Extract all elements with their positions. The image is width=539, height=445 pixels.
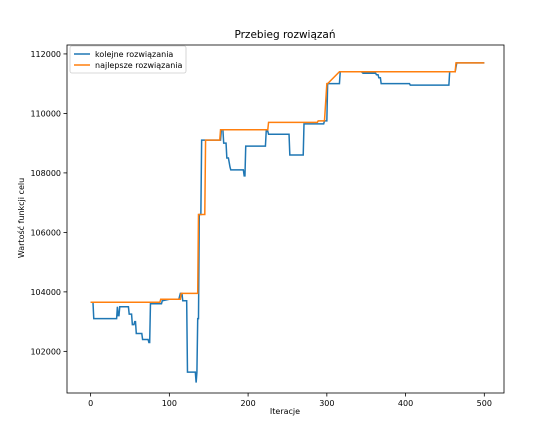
- legend: kolejne rozwiązania najlepsze rozwiązani…: [69, 45, 187, 74]
- y-tick-label: 106000: [30, 228, 61, 237]
- chart-title: Przebieg rozwiązań: [234, 29, 335, 41]
- y-tick-label: 110000: [30, 109, 61, 118]
- series-line-1: [90, 62, 485, 383]
- x-axis-label: Iteracje: [270, 407, 300, 416]
- axes-frame: [66, 44, 505, 394]
- x-tick-label: 500: [477, 399, 492, 408]
- legend-box: [69, 45, 187, 74]
- y-tick-label: 112000: [30, 50, 61, 59]
- y-axis-label: Wartość funkcji celu: [16, 178, 26, 258]
- x-tick-label: 0: [88, 399, 93, 408]
- legend-label-series-1: kolejne rozwiązania: [95, 50, 173, 59]
- series-group: [90, 62, 485, 383]
- x-tick-label: 200: [240, 399, 255, 408]
- y-tick-label: 102000: [30, 347, 61, 356]
- x-tick-label: 300: [319, 399, 334, 408]
- x-tick-label: 100: [162, 399, 177, 408]
- x-tick-label: 400: [398, 399, 413, 408]
- y-tick-label: 108000: [30, 169, 61, 178]
- legend-label-series-2: najlepsze rozwiązania: [95, 61, 183, 70]
- y-axis-ticks: 102000 104000 106000 108000 110000 112000: [30, 50, 67, 356]
- x-axis-ticks: 0 100 200 300 400 500: [88, 393, 492, 408]
- series-line-2: [90, 62, 485, 304]
- plot-area: 0 100 200 300 400 500 102000 104000 106000 10800…: [30, 44, 505, 408]
- y-tick-label: 104000: [30, 288, 61, 297]
